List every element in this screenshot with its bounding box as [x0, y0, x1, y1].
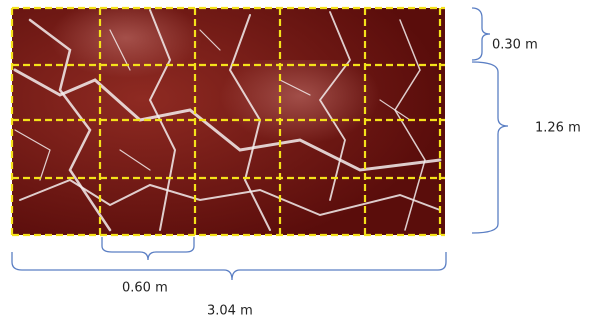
tile-width-label: 0.60 m: [122, 281, 168, 296]
slab-height-label: 1.26 m: [535, 121, 581, 136]
marble-slab: [12, 8, 445, 235]
tile-height-label: 0.30 m: [492, 38, 538, 53]
diagram: 0.30 m 1.26 m 0.60 m 3.04 m: [0, 0, 589, 320]
slab-width-label: 3.04 m: [207, 304, 253, 319]
